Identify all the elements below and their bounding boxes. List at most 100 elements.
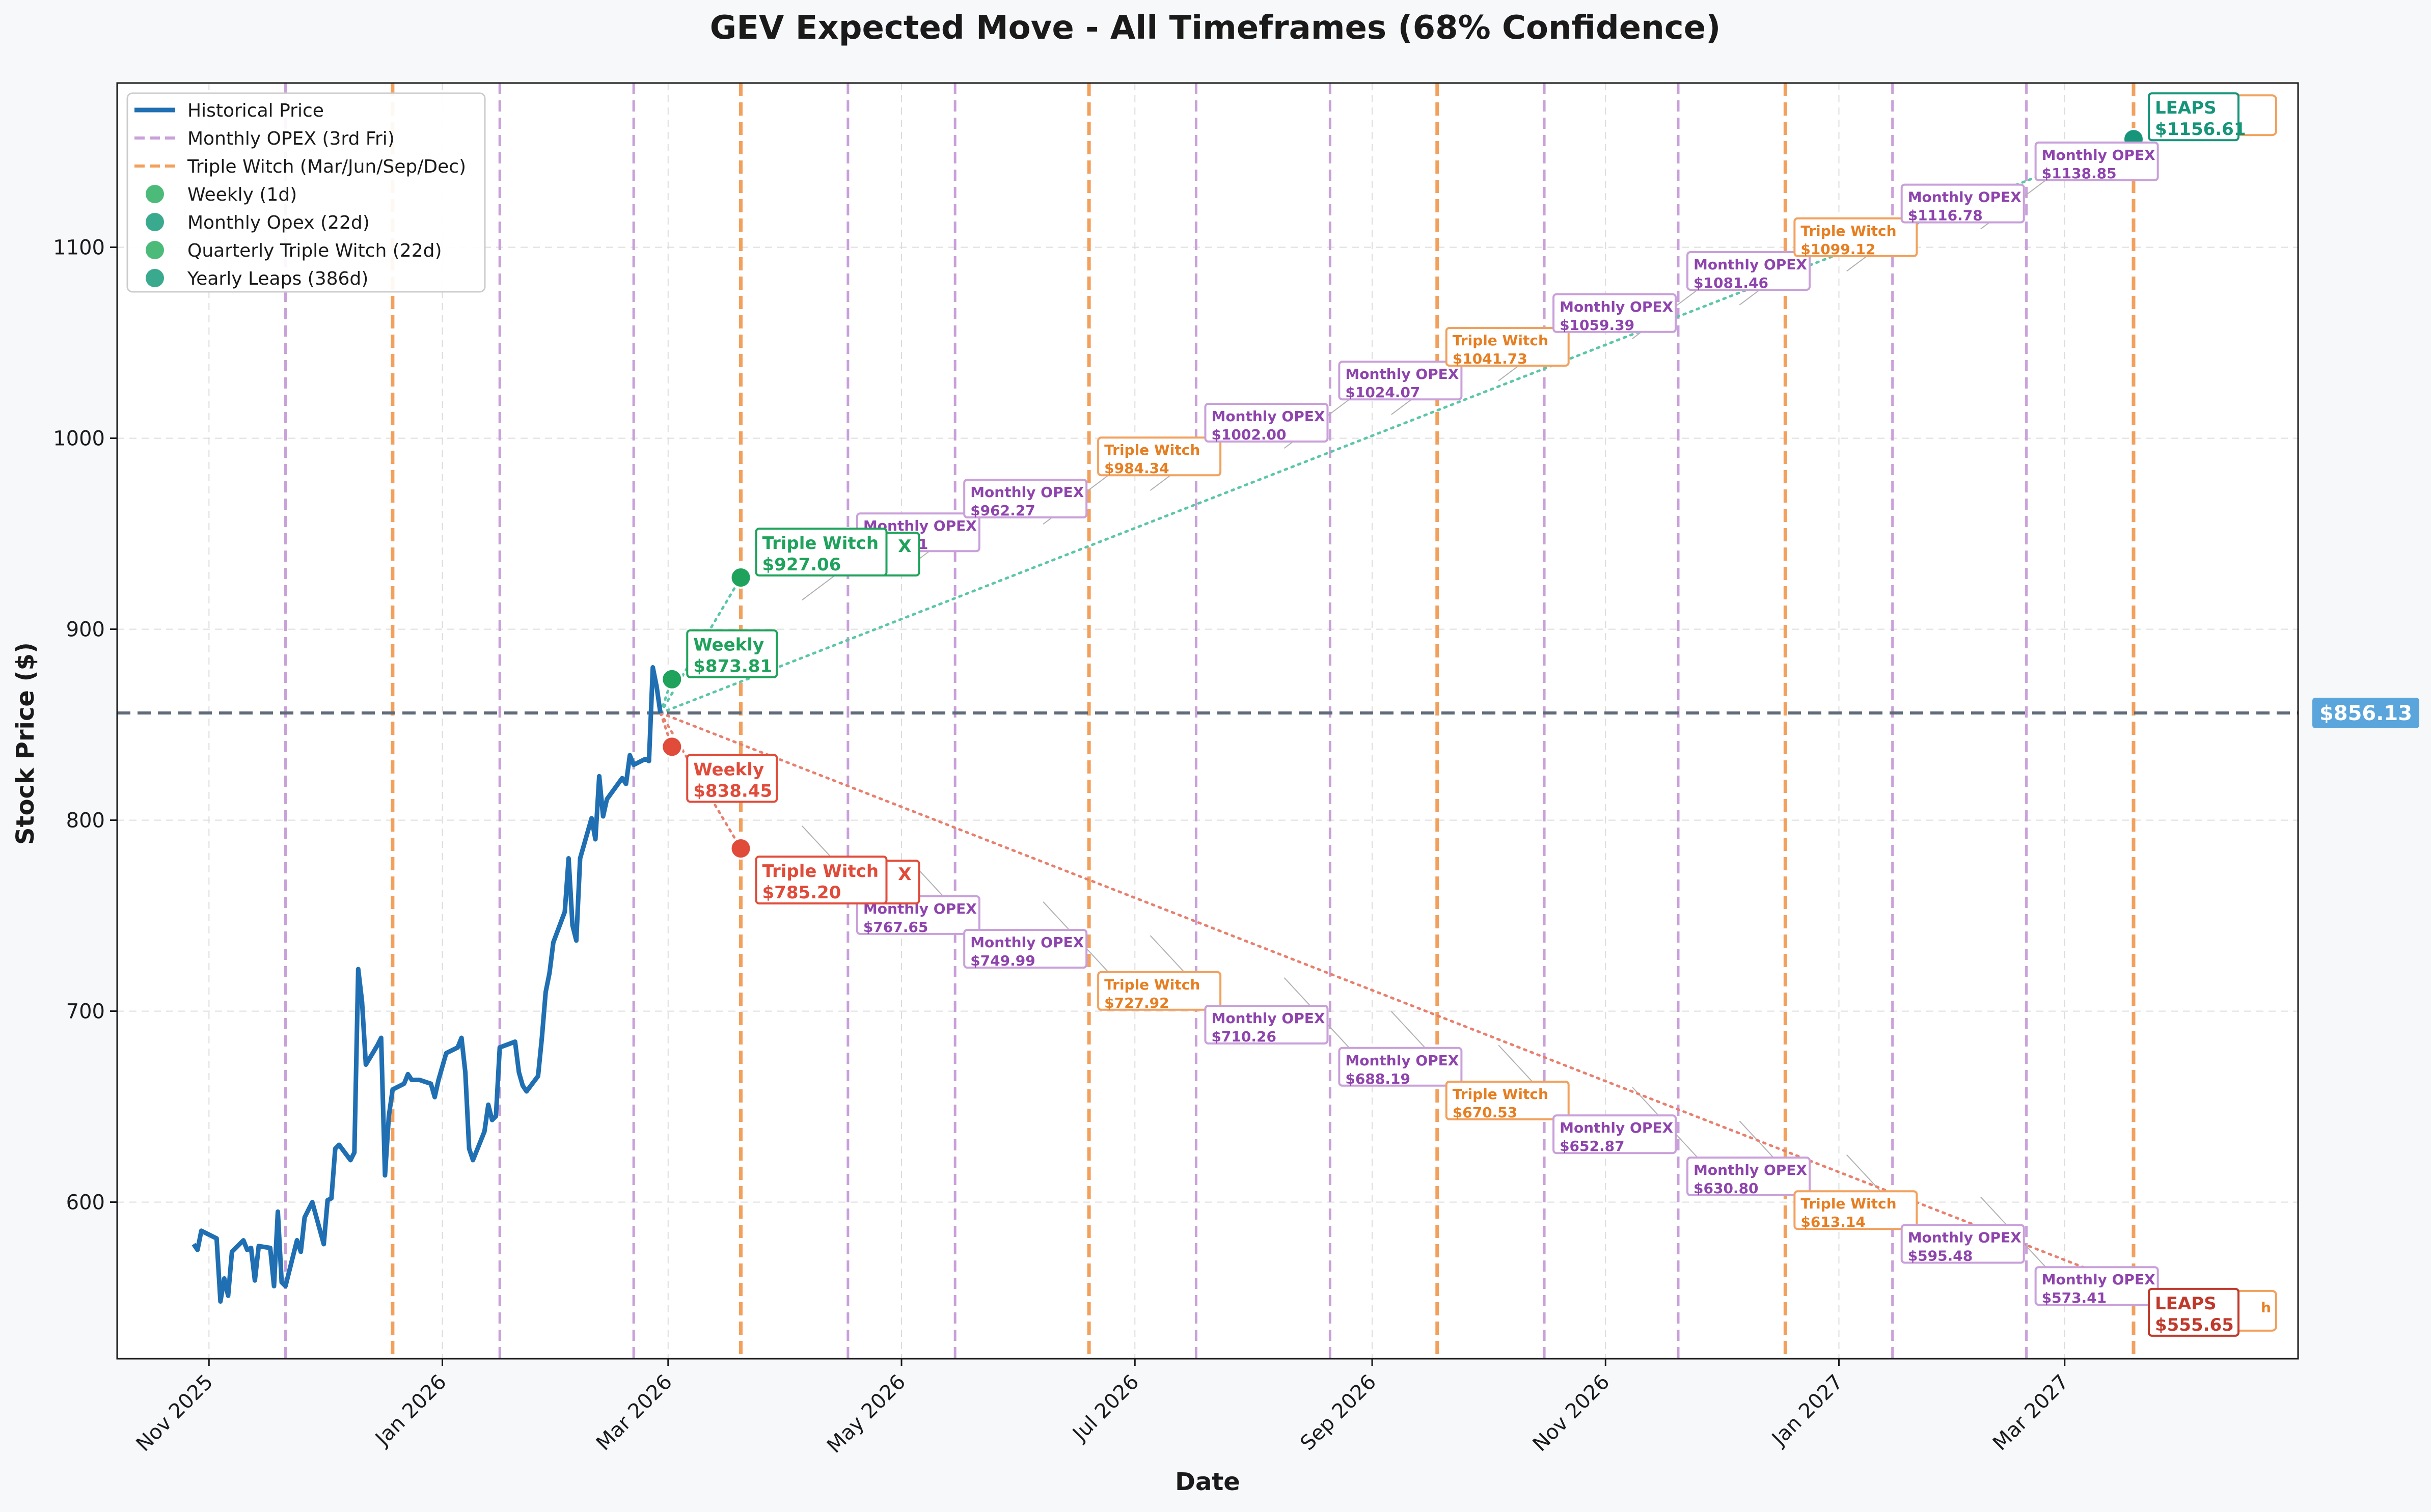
legend-label: Historical Price (187, 100, 324, 121)
expiry-upper-label-value: $1138.85 (2042, 165, 2117, 182)
expiry-lower-label-value: $727.92 (1104, 995, 1169, 1011)
expiry-lower-label-value: $613.14 (1800, 1214, 1866, 1230)
expiry-lower-label-box (2034, 1266, 2159, 1306)
projection-upper-label-value: $927.06 (762, 555, 841, 575)
expiry-lower-label: Triple Witch $727.92 (1097, 971, 1222, 1011)
legend-dot-swatch (146, 213, 164, 231)
projection-lower-label: Triple Witch$785.20 (755, 856, 888, 904)
y-tick-label: 1000 (53, 427, 105, 451)
expiry-upper-label: Monthly OPEX $1024.07 (1338, 361, 1463, 401)
lower-projection-line (659, 711, 2135, 1288)
expiry-lower-label-title: Monthly OPEX (1211, 1010, 1325, 1027)
expiry-upper-label-value: $1116.78 (1908, 207, 1983, 224)
expiry-lower-label-box (1445, 1081, 1570, 1121)
current-price-line: $856.13 (117, 698, 2419, 729)
lower-projection-marker (729, 837, 752, 860)
expiry-upper-label-box (1338, 361, 1463, 401)
x-axis-label: Date (1175, 1468, 1240, 1496)
expiry-lower-label-box (1793, 1190, 1918, 1230)
projection-upper-label-title: LEAPS (2155, 98, 2217, 118)
expiry-upper-label: Monthly OPEX$1002.00 (1204, 403, 1329, 443)
expiry-upper-label-value: $1081.46 (1693, 274, 1768, 291)
upper-projection-marker (729, 566, 752, 589)
expiry-lower-label-box (1686, 1157, 1811, 1196)
expiry-upper-label-title: Monthly OPEX (970, 484, 1084, 501)
expiry-upper-label-title: Monthly OPEX (2042, 147, 2155, 163)
expiry-upper-label-box (2034, 141, 2159, 181)
expiry-lower-label-box (963, 929, 1088, 969)
expiry-lower-label-value: $630.80 (1693, 1180, 1759, 1197)
projection-lower-label-title: Weekly (693, 759, 764, 780)
y-tick-label: 800 (66, 809, 105, 833)
projection-lower-label-value: $785.20 (762, 883, 841, 903)
projection-upper-label-value: $873.81 (693, 656, 772, 677)
y-tick-label: 700 (66, 1000, 105, 1024)
legend-dot-swatch (146, 241, 164, 259)
expiry-lower-label: Monthly OPEX$595.48 (1900, 1224, 2025, 1264)
y-tick-label: 1100 (53, 236, 105, 260)
expiry-lower-label-value: $652.87 (1560, 1138, 1625, 1154)
y-tick-label: 900 (66, 618, 105, 642)
expiry-lower-label-value: $573.41 (2042, 1289, 2107, 1306)
legend-box (126, 92, 486, 293)
hidden-lower-label-text: X (898, 864, 911, 885)
expiry-lower-label-title: Monthly OPEX (1693, 1162, 1807, 1178)
expiry-lower-label-value: $710.26 (1211, 1028, 1276, 1045)
expiry-vertical-lines (284, 83, 2136, 1359)
projection-upper-label: Triple Witch$927.06 (755, 528, 888, 577)
expiry-lower-label: Monthly OPEX$573.41 (2034, 1266, 2159, 1306)
projection-lower-label-title: LEAPS (2155, 1294, 2217, 1314)
expiry-lower-label-box (1097, 971, 1222, 1011)
expiry-lower-label-value: $670.53 (1453, 1104, 1518, 1121)
legend-label: Monthly OPEX (3rd Fri) (187, 128, 395, 149)
expiry-lower-label-title: Monthly OPEX (1908, 1229, 2022, 1246)
expiry-lower-label-title: Monthly OPEX (2042, 1271, 2155, 1288)
expiry-upper-label-box (1686, 251, 1811, 291)
expiry-upper-label-value: $1024.07 (1345, 384, 1420, 401)
expiry-lower-label-box (1204, 1005, 1329, 1045)
expiry-lower-label-value: $595.48 (1908, 1247, 1973, 1264)
expiry-lower-label-title: Monthly OPEX (1560, 1119, 1673, 1136)
projection-lower-label: Weekly$838.45 (686, 754, 778, 803)
expiry-upper-label: Monthly OPEX $1059.39 (1552, 293, 1677, 334)
expiry-upper-label-box (1097, 436, 1222, 477)
expiry-upper-label: Monthly OPEX$1081.46 (1686, 251, 1811, 291)
expiry-upper-label-box (963, 478, 1088, 518)
expiry-lower-label: Triple Witch$670.53 (1445, 1081, 1570, 1121)
projection-upper-label-box (2147, 92, 2239, 142)
projection-lower-label-value: $555.65 (2155, 1315, 2234, 1335)
expiry-upper-label: Triple Witch $1099.12 (1793, 217, 1918, 258)
plot-frame (116, 82, 2299, 1360)
expiry-lower-label-box (1900, 1224, 2025, 1264)
projection-upper-label: LEAPS$1156.61 (2147, 92, 2246, 142)
legend: Historical Price Monthly OPEX (3rd Fri) Tr… (126, 92, 486, 293)
current-price-value: $856.13 (2319, 702, 2412, 725)
expiry-upper-label-box (1552, 293, 1677, 333)
expiry-upper-label-title: Monthly OPEX (1560, 298, 1673, 315)
current-price-badge (2312, 698, 2419, 729)
annotation-labels: Monthly OPEX$944.61Monthly OPEX$767.65Mo… (686, 92, 2277, 1337)
expiry-lower-label-title: Triple Witch (1453, 1086, 1548, 1103)
expiry-upper-label-box (1793, 217, 1918, 257)
expiry-lower-label: Monthly OPEX$749.99 (963, 929, 1088, 969)
expiry-lower-label-value: $767.65 (863, 919, 928, 936)
expiry-upper-label-title: Triple Witch (1453, 332, 1548, 349)
projection-upper-label-box (686, 629, 778, 678)
expiry-lower-label-title: Monthly OPEX (970, 934, 1084, 951)
expiry-lower-label-value: $688.19 (1345, 1070, 1410, 1087)
projection-lower-label-title: Triple Witch (762, 861, 879, 882)
expiry-lower-label: Triple Witch $613.14 (1793, 1190, 1918, 1230)
legend-label: Monthly Opex (22d) (187, 212, 370, 233)
expiry-lower-label-box (1338, 1047, 1463, 1087)
hidden-upper-label-text: X (898, 536, 911, 557)
legend-label: Triple Witch (Mar/Jun/Sep/Dec) (187, 156, 466, 177)
expiry-upper-label-value: $984.34 (1104, 460, 1169, 477)
upper-projection-marker (661, 668, 684, 691)
legend-label: Weekly (1d) (187, 184, 297, 205)
expiry-upper-label-value: $1041.73 (1453, 350, 1527, 367)
expiry-upper-label-value: $1002.00 (1211, 426, 1286, 443)
expiry-upper-label-title: Triple Witch (1800, 223, 1896, 239)
projection-upper-label: Weekly$873.81 (686, 629, 778, 678)
expiry-upper-label-box (1900, 183, 2025, 224)
